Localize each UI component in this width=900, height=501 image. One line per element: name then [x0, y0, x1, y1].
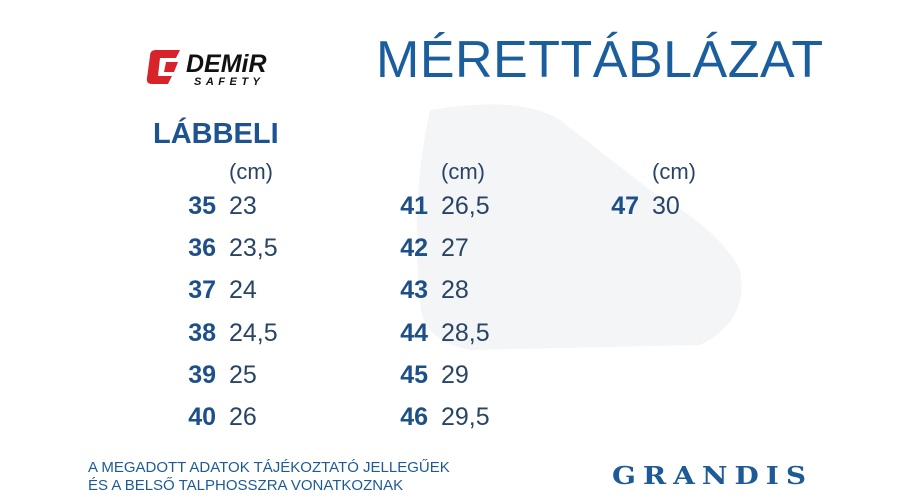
foot-length: 23 [229, 192, 257, 220]
foot-length: 27 [441, 234, 469, 263]
foot-length: 26 [229, 403, 257, 431]
shoe-size: 42 [400, 234, 428, 263]
logo-icon-inner [164, 62, 178, 72]
shoe-size: 35 [188, 192, 216, 220]
shoe-size: 36 [188, 234, 216, 263]
foot-length: 25 [229, 360, 257, 389]
column-header: (cm) [229, 159, 273, 184]
foot-length: 30 [652, 192, 680, 220]
shoe-size: 45 [400, 360, 428, 389]
shoe-size: 38 [188, 318, 216, 347]
logo-sub: SAFETY [194, 76, 265, 88]
column-header: (cm) [441, 159, 485, 184]
logo-icon [146, 50, 180, 84]
shoe-size: 46 [400, 403, 428, 431]
foot-length: 28 [441, 276, 469, 305]
shoe-silhouette [416, 104, 742, 350]
shoe-size: 41 [400, 192, 428, 220]
footer-brand: GRANDIS [612, 462, 814, 491]
footer-note: A MEGADOTT ADATOK TÁJÉKOZTATÓ JELLEGŰEK [88, 459, 450, 476]
column-header: (cm) [652, 159, 696, 184]
foot-length: 23,5 [229, 234, 278, 263]
foot-length: 26,5 [441, 192, 490, 220]
shoe-size: 47 [611, 192, 639, 220]
logo-brand: DEMiR [186, 50, 267, 78]
foot-length: 29 [441, 360, 469, 389]
foot-length: 24,5 [229, 318, 278, 347]
shoe-size: 44 [400, 318, 428, 347]
foot-length: 29,5 [441, 403, 490, 431]
shoe-size: 40 [188, 403, 216, 431]
foot-length: 28,5 [441, 318, 490, 347]
foot-length: 24 [229, 276, 257, 305]
section-title: LÁBBELI [153, 118, 279, 150]
shoe-size: 43 [400, 276, 428, 305]
footer-note: ÉS A BELSŐ TALPHOSSZRA VONATKOZNAK [88, 477, 404, 494]
shoe-size: 37 [188, 276, 216, 305]
title: MÉRETTÁBLÁZAT [376, 31, 824, 89]
shoe-size: 39 [188, 360, 216, 389]
